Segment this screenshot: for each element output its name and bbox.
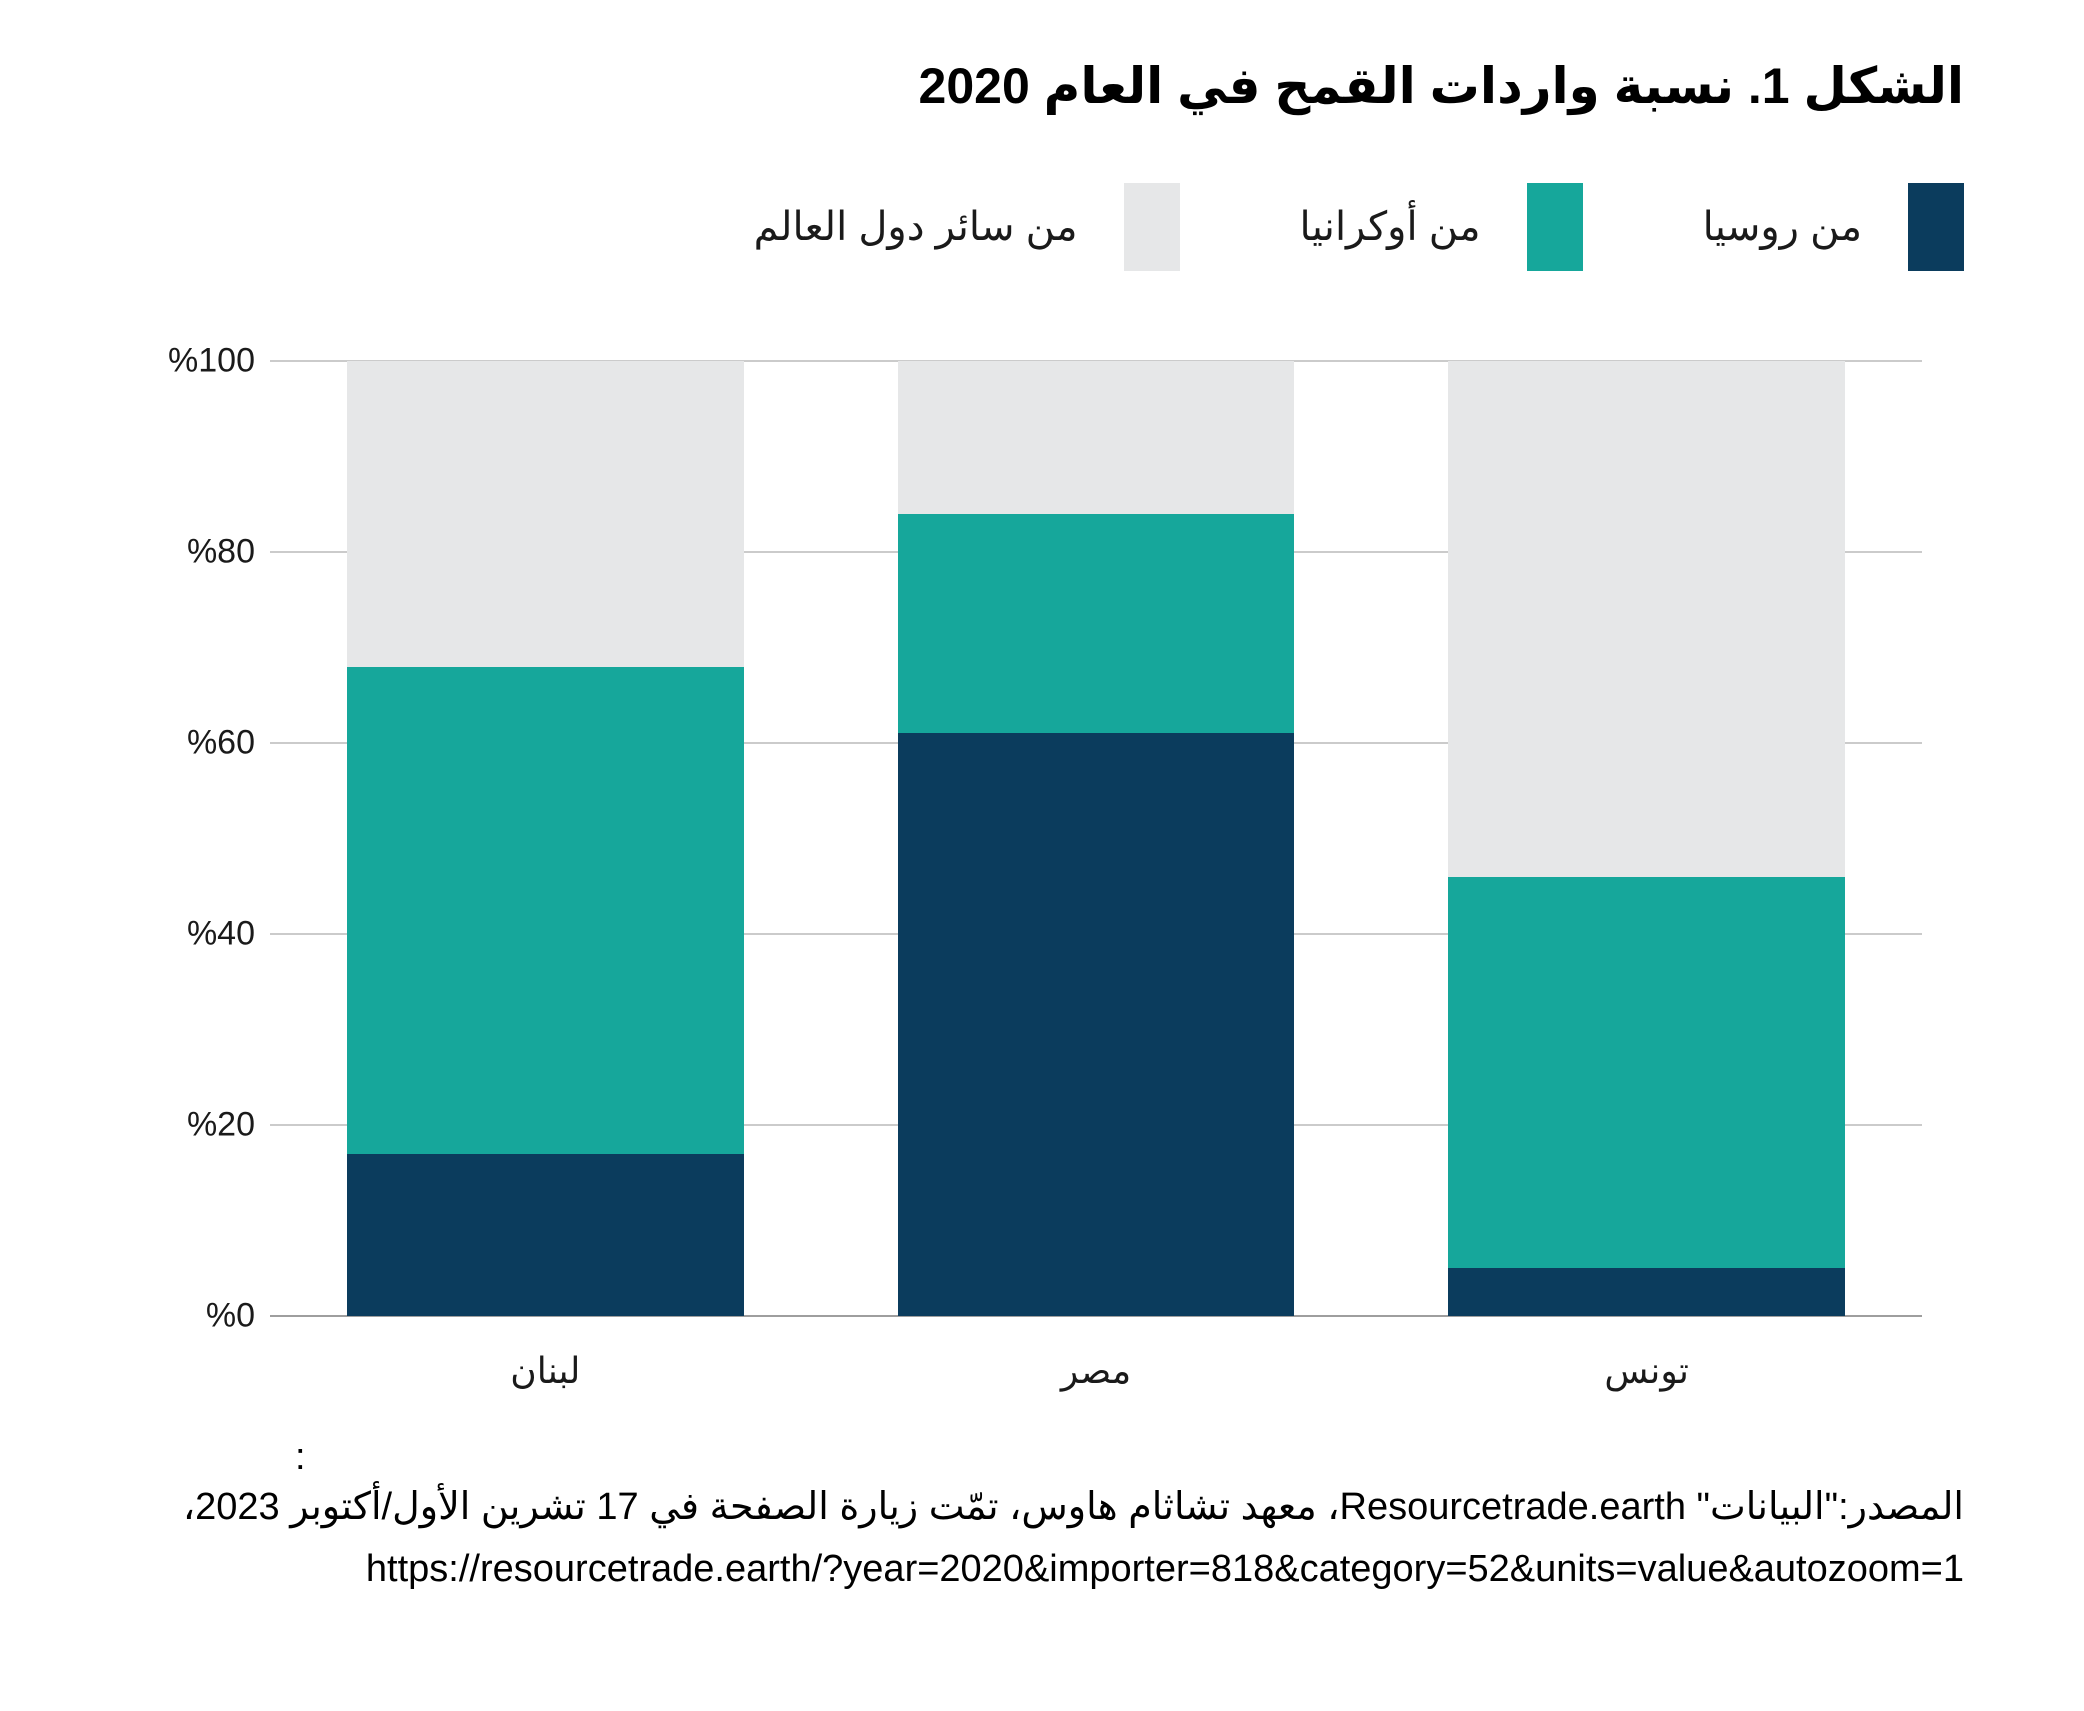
legend-item-russia: من روسيا	[1703, 183, 1964, 271]
bar-segment-world	[897, 361, 1295, 514]
bar-slot-egypt	[821, 361, 1372, 1316]
y-axis: %0 %20 %40 %60 %80 %100	[110, 342, 255, 1335]
bar-segment-ukraine	[347, 666, 744, 1154]
bar-segment-russia	[897, 733, 1295, 1316]
x-axis-label-tunisia: تونس	[1604, 1350, 1689, 1391]
gridline	[270, 360, 1922, 362]
bar-segment-world	[347, 361, 744, 667]
source-footer: : المصدر:"البيانات" Resourcetrade.earth،…	[110, 1438, 1964, 1599]
bar-segment-world	[1448, 361, 1845, 877]
y-axis-tick-label: %80	[186, 532, 255, 571]
x-axis-spacer	[110, 1350, 270, 1392]
x-axis-label-egypt: مصر	[1060, 1350, 1132, 1391]
footnote-colon: :	[295, 1436, 306, 1478]
legend-label-world: من سائر دول العالم	[753, 205, 1078, 249]
bar-lebanon	[347, 361, 744, 1316]
plot-area	[270, 360, 1922, 1317]
bar-slot-tunisia	[1371, 361, 1922, 1316]
bar-tunisia	[1448, 361, 1845, 1316]
legend-label-ukraine: من أوكرانيا	[1299, 205, 1481, 249]
legend: من روسيا من أوكرانيا من سائر دول العالم	[110, 183, 1964, 271]
y-axis-tick-label: %60	[186, 723, 255, 762]
y-axis-tick-label: %100	[168, 341, 255, 380]
legend-swatch-russia	[1908, 183, 1964, 271]
chart-area: %0 %20 %40 %60 %80 %100 لبنان مصر تونس	[110, 342, 1964, 1392]
y-axis-tick-label: %40	[186, 914, 255, 953]
x-axis-label-lebanon: لبنان	[510, 1350, 581, 1391]
bar-egypt	[897, 361, 1295, 1316]
chart-title: الشكل 1. نسبة واردات القمح في العام 2020	[918, 58, 1964, 114]
bar-slot-lebanon	[270, 361, 821, 1316]
legend-label-russia: من روسيا	[1702, 205, 1862, 249]
x-axis-line	[270, 1315, 1922, 1317]
bar-segment-ukraine	[897, 513, 1295, 734]
y-axis-tick-label: %0	[205, 1296, 255, 1335]
bar-segment-russia	[347, 1153, 744, 1316]
x-axis-end-spacer	[1922, 1350, 1964, 1392]
legend-swatch-world	[1123, 183, 1180, 271]
source-url[interactable]: https://resourcetrade.earth/?year=2020&i…	[365, 1547, 1964, 1590]
legend-item-ukraine: من أوكرانيا	[1300, 183, 1583, 271]
legend-item-world: من سائر دول العالم	[754, 183, 1180, 271]
legend-swatch-ukraine	[1526, 183, 1583, 271]
source-text: المصدر:"البيانات" Resourcetrade.earth، م…	[182, 1486, 1964, 1528]
bar-segment-russia	[1448, 1268, 1845, 1316]
bar-segment-ukraine	[1448, 876, 1845, 1269]
x-axis-labels: لبنان مصر تونس	[110, 1350, 1964, 1392]
y-axis-tick-label: %20	[186, 1105, 255, 1144]
